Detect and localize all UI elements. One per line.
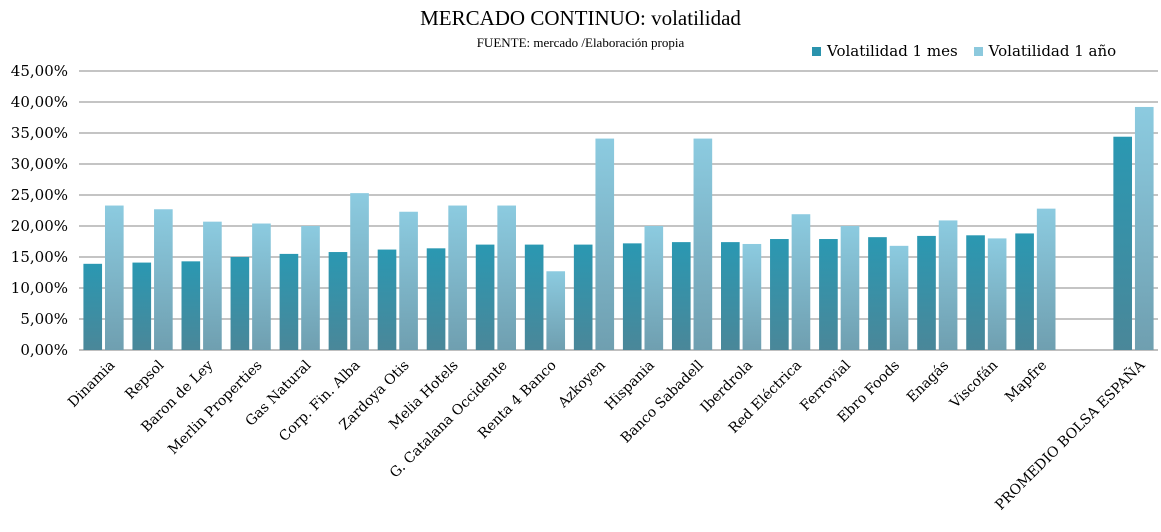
bar-volatilidad-1-ano: [693, 138, 713, 350]
bar-volatilidad-1-mes: [1113, 136, 1133, 350]
x-tick-label: Viscofán: [946, 358, 1001, 413]
bars: [83, 106, 1154, 351]
bar-volatilidad-1-ano: [987, 238, 1007, 350]
y-tick-label: 40,00%: [11, 93, 68, 111]
bar-volatilidad-1-ano: [1036, 208, 1056, 350]
legend-swatch-1-mes: [812, 46, 821, 56]
legend-swatch-1-ano: [973, 46, 983, 56]
bar-volatilidad-1-mes: [279, 253, 299, 350]
bar-volatilidad-1-mes: [132, 262, 152, 350]
bar-volatilidad-1-ano: [889, 245, 909, 350]
bar-volatilidad-1-ano: [840, 226, 860, 350]
bar-volatilidad-1-ano: [104, 205, 124, 350]
bar-volatilidad-1-mes: [1015, 233, 1034, 350]
bar-volatilidad-1-mes: [622, 243, 642, 350]
y-tick-label: 35,00%: [11, 124, 68, 142]
bar-volatilidad-1-mes: [868, 237, 887, 350]
bar-volatilidad-1-mes: [230, 257, 250, 350]
bar-volatilidad-1-ano: [301, 226, 320, 350]
bar-volatilidad-1-mes: [573, 244, 593, 350]
bar-volatilidad-1-ano: [546, 271, 566, 350]
legend: Volatilidad 1 mes Volatilidad 1 año: [812, 42, 1116, 60]
bar-volatilidad-1-mes: [819, 239, 838, 350]
bar-volatilidad-1-mes: [181, 261, 201, 350]
legend-item-1-mes: Volatilidad 1 mes: [812, 42, 958, 60]
bar-volatilidad-1-mes: [966, 235, 985, 350]
bar-volatilidad-1-mes: [917, 235, 936, 350]
y-axis: 0,00% 5,00% 10,00% 15,00% 20,00% 25,00% 30,00%…: [11, 62, 68, 359]
bar-volatilidad-1-mes: [426, 248, 446, 350]
bar-volatilidad-1-ano: [448, 205, 467, 350]
y-tick-label: 45,00%: [11, 62, 68, 80]
bar-volatilidad-1-mes: [83, 263, 103, 350]
x-tick-label: Dinamia: [65, 358, 118, 411]
x-tick-label: Banco Sabadell: [618, 357, 707, 446]
bar-volatilidad-1-mes: [377, 249, 397, 350]
x-tick-label: Repsol: [122, 357, 168, 403]
chart-title: MERCADO CONTINUO: volatilidad: [420, 6, 741, 30]
legend-label-1-mes: Volatilidad 1 mes: [827, 42, 958, 60]
bar-volatilidad-1-ano: [1134, 106, 1154, 351]
bar-volatilidad-1-ano: [399, 211, 418, 350]
bar-volatilidad-1-ano: [252, 223, 271, 350]
x-tick-label: Azkoyen: [555, 358, 609, 412]
bar-volatilidad-1-mes: [328, 252, 348, 350]
x-tick-label: Enagás: [904, 358, 952, 406]
bar-volatilidad-1-ano: [497, 205, 516, 350]
legend-label-1-ano: Volatilidad 1 año: [988, 42, 1117, 60]
x-tick-label: Mapfre: [1002, 358, 1050, 406]
x-tick-label: PROMEDIO BOLSA ESPAÑA: [991, 355, 1149, 513]
legend-item-1-ano: Volatilidad 1 año: [973, 42, 1117, 60]
bar-volatilidad-1-ano: [203, 221, 222, 350]
y-tick-label: 30,00%: [11, 155, 68, 173]
chart-subtitle: FUENTE: mercado /Elaboración propia: [476, 35, 685, 50]
bar-volatilidad-1-mes: [721, 242, 740, 350]
bar-volatilidad-1-ano: [742, 243, 762, 350]
bar-volatilidad-1-ano: [644, 226, 664, 350]
y-tick-label: 5,00%: [20, 310, 68, 328]
bar-volatilidad-1-ano: [154, 209, 173, 350]
y-tick-label: 25,00%: [11, 186, 68, 204]
y-tick-label: 10,00%: [11, 279, 68, 297]
bar-volatilidad-1-ano: [595, 138, 615, 350]
y-tick-label: 15,00%: [11, 248, 68, 266]
y-tick-label: 20,00%: [11, 217, 68, 235]
bar-volatilidad-1-mes: [475, 244, 495, 350]
x-tick-label: Merlin Properties: [165, 358, 265, 458]
bar-volatilidad-1-mes: [770, 239, 789, 350]
bar-volatilidad-1-ano: [938, 220, 958, 350]
bar-volatilidad-1-ano: [350, 193, 369, 350]
bar-volatilidad-1-mes: [671, 242, 691, 350]
bar-volatilidad-1-ano: [791, 214, 811, 350]
bar-volatilidad-1-mes: [524, 244, 544, 350]
y-tick-label: 0,00%: [20, 341, 68, 359]
